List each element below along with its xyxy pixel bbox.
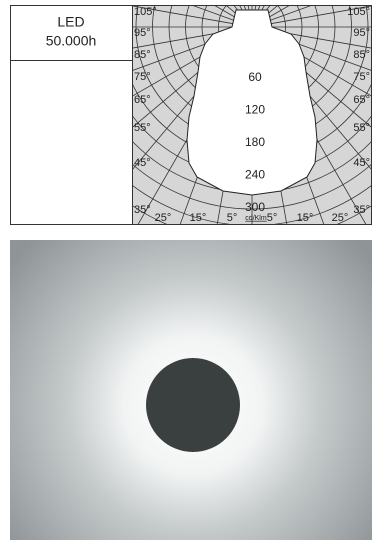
angle-label: 55°	[134, 122, 151, 134]
label-line: 50.000h	[46, 33, 97, 49]
angle-label: 5°	[267, 212, 278, 224]
angle-label: 45°	[134, 157, 151, 169]
intensity-label: 240	[245, 168, 265, 182]
unit-label: cd/Klm	[245, 215, 267, 222]
angle-label: 35°	[353, 204, 370, 216]
angle-label: 35°	[134, 204, 151, 216]
angle-label: 95°	[353, 27, 370, 39]
angle-label: 95°	[134, 27, 151, 39]
angle-label: 85°	[353, 49, 370, 61]
intensity-label: 300	[245, 200, 265, 214]
angle-label: 15°	[297, 212, 314, 224]
label-line: LED	[57, 14, 84, 30]
angle-label: 65°	[134, 94, 151, 106]
intensity-label: 60	[248, 70, 262, 84]
intensity-label: 120	[245, 103, 265, 117]
angle-label: 75°	[353, 71, 370, 83]
angle-label: 105°	[347, 6, 370, 18]
intensity-label: 180	[245, 135, 265, 149]
angle-label: 5°	[227, 212, 238, 224]
angle-label: 105°	[134, 6, 157, 18]
angle-label: 85°	[134, 49, 151, 61]
angle-label: 25°	[155, 212, 172, 224]
angle-label: 45°	[353, 157, 370, 169]
angle-label: 25°	[332, 212, 349, 224]
luminaire-disc	[146, 358, 240, 452]
angle-label: 65°	[353, 94, 370, 106]
angle-label: 15°	[190, 212, 207, 224]
angle-label: 55°	[353, 122, 370, 134]
angle-label: 75°	[134, 71, 151, 83]
